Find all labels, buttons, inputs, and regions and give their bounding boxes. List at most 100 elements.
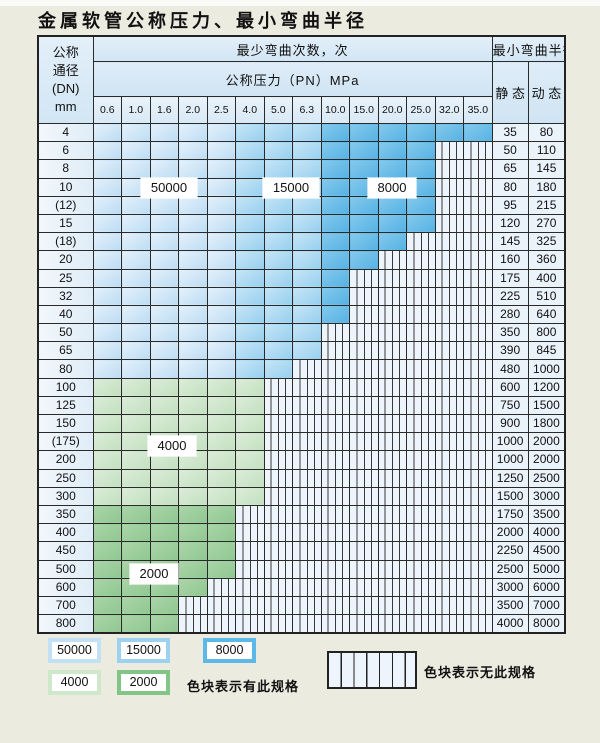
static-radius-cell: 4000 bbox=[491, 614, 529, 634]
no-spec-cell bbox=[235, 523, 265, 543]
spec-table: 公称 通径 (DN) mm 最少弯曲次数，次 最小弯曲半径 公称压力（PN）MP… bbox=[37, 35, 567, 635]
spec-cell bbox=[92, 595, 122, 616]
dn-cell: 8 bbox=[37, 159, 94, 179]
table-row: 125 750 1500 bbox=[37, 395, 566, 416]
cycle-count-label: 2000 bbox=[130, 564, 178, 584]
spec-cell bbox=[121, 250, 151, 270]
no-spec-cell bbox=[434, 286, 464, 306]
pressure-tick: 32.0 bbox=[434, 96, 464, 124]
no-spec-cell bbox=[320, 614, 350, 634]
spec-cell bbox=[149, 486, 179, 506]
cycle-count-label: 4000 bbox=[148, 436, 196, 456]
spec-table-wrap: 公称 通径 (DN) mm 最少弯曲次数，次 最小弯曲半径 公称压力（PN）MP… bbox=[37, 35, 567, 635]
table-row: 350 1750 3500 bbox=[37, 504, 566, 525]
no-spec-cell bbox=[406, 432, 436, 452]
no-spec-cell bbox=[406, 268, 436, 288]
no-spec-cell bbox=[406, 323, 436, 343]
spec-cell bbox=[292, 141, 322, 161]
no-spec-cell bbox=[434, 450, 464, 470]
spec-cell bbox=[377, 159, 407, 179]
no-spec-cell bbox=[377, 413, 407, 434]
pressure-tick: 4.0 bbox=[235, 96, 265, 124]
no-spec-cell bbox=[349, 468, 379, 488]
dynamic-radius-cell: 4000 bbox=[527, 523, 566, 543]
spec-cell bbox=[121, 523, 151, 543]
dn-cell: 450 bbox=[37, 541, 94, 561]
header-row-2: 公称压力（PN）MPa 静 态 动 态 bbox=[38, 61, 566, 124]
dn-cell: 125 bbox=[37, 395, 94, 416]
table-row: 100 600 1200 bbox=[37, 377, 566, 397]
spec-cell bbox=[121, 341, 151, 361]
spec-cell bbox=[263, 122, 293, 143]
static-radius-cell: 390 bbox=[491, 341, 529, 361]
spec-cell bbox=[235, 159, 265, 179]
spec-cell bbox=[263, 323, 293, 343]
table-row: 150 900 1800 bbox=[37, 413, 566, 434]
spec-cell bbox=[92, 141, 122, 161]
spec-cell bbox=[292, 323, 322, 343]
no-spec-cell bbox=[263, 577, 293, 597]
static-radius-cell: 280 bbox=[491, 304, 529, 325]
no-spec-cell bbox=[434, 486, 464, 506]
spec-cell bbox=[206, 213, 236, 234]
dynamic-radius-cell: 1200 bbox=[527, 377, 566, 397]
legend-swatch-label: 2000 bbox=[121, 674, 166, 691]
no-spec-cell bbox=[377, 577, 407, 597]
no-spec-cell bbox=[235, 559, 265, 579]
spec-cell bbox=[206, 159, 236, 179]
table-row: 6 50 110 bbox=[37, 141, 566, 161]
spec-cell bbox=[206, 377, 236, 397]
no-spec-cell bbox=[406, 468, 436, 488]
no-spec-cell bbox=[349, 268, 379, 288]
no-spec-cell bbox=[263, 595, 293, 616]
spec-cell bbox=[178, 268, 208, 288]
pressure-tick: 2.0 bbox=[178, 96, 208, 124]
spec-cell bbox=[235, 377, 265, 397]
dn-cell: 50 bbox=[37, 323, 94, 343]
no-spec-cell bbox=[406, 523, 436, 543]
no-spec-cell bbox=[349, 413, 379, 434]
spec-cell bbox=[178, 286, 208, 306]
spec-cell bbox=[92, 559, 122, 579]
spec-cell bbox=[292, 159, 322, 179]
dn-cell: 32 bbox=[37, 286, 94, 306]
dn-cell: (175) bbox=[37, 432, 94, 452]
no-spec-cell bbox=[463, 195, 493, 215]
spec-cell bbox=[320, 195, 350, 215]
static-radius-cell: 2500 bbox=[491, 559, 529, 579]
spec-cell bbox=[377, 195, 407, 215]
spec-cell bbox=[206, 432, 236, 452]
spec-cell bbox=[149, 595, 179, 616]
no-spec-cell bbox=[292, 432, 322, 452]
no-spec-cell bbox=[463, 559, 493, 579]
dynamic-radius-cell: 2000 bbox=[527, 432, 566, 452]
spec-cell bbox=[406, 195, 436, 215]
static-radius-cell: 1000 bbox=[491, 432, 529, 452]
spec-cell bbox=[149, 286, 179, 306]
no-spec-cell bbox=[292, 377, 322, 397]
table-row: 700 3500 7000 bbox=[37, 595, 566, 616]
no-spec-cell bbox=[349, 377, 379, 397]
spec-cell bbox=[149, 304, 179, 325]
spec-cell bbox=[121, 323, 151, 343]
dynamic-radius-cell: 510 bbox=[527, 286, 566, 306]
dynamic-radius-cell: 215 bbox=[527, 195, 566, 215]
spec-cell bbox=[263, 195, 293, 215]
spec-cell bbox=[149, 413, 179, 434]
spec-cell bbox=[149, 614, 179, 634]
spec-cell bbox=[149, 359, 179, 379]
spec-cell bbox=[206, 486, 236, 506]
spec-cell bbox=[235, 341, 265, 361]
no-spec-cell bbox=[463, 359, 493, 379]
spec-cell bbox=[121, 504, 151, 525]
legend-swatch-label: 4000 bbox=[52, 674, 97, 691]
no-spec-cell bbox=[406, 413, 436, 434]
dn-cell: 400 bbox=[37, 523, 94, 543]
dynamic-radius-cell: 845 bbox=[527, 341, 566, 361]
spec-cell bbox=[121, 486, 151, 506]
no-spec-cell bbox=[349, 395, 379, 416]
no-spec-cell bbox=[463, 468, 493, 488]
pressure-tick: 5.0 bbox=[263, 96, 293, 124]
spec-cell bbox=[235, 141, 265, 161]
no-spec-cell bbox=[320, 559, 350, 579]
